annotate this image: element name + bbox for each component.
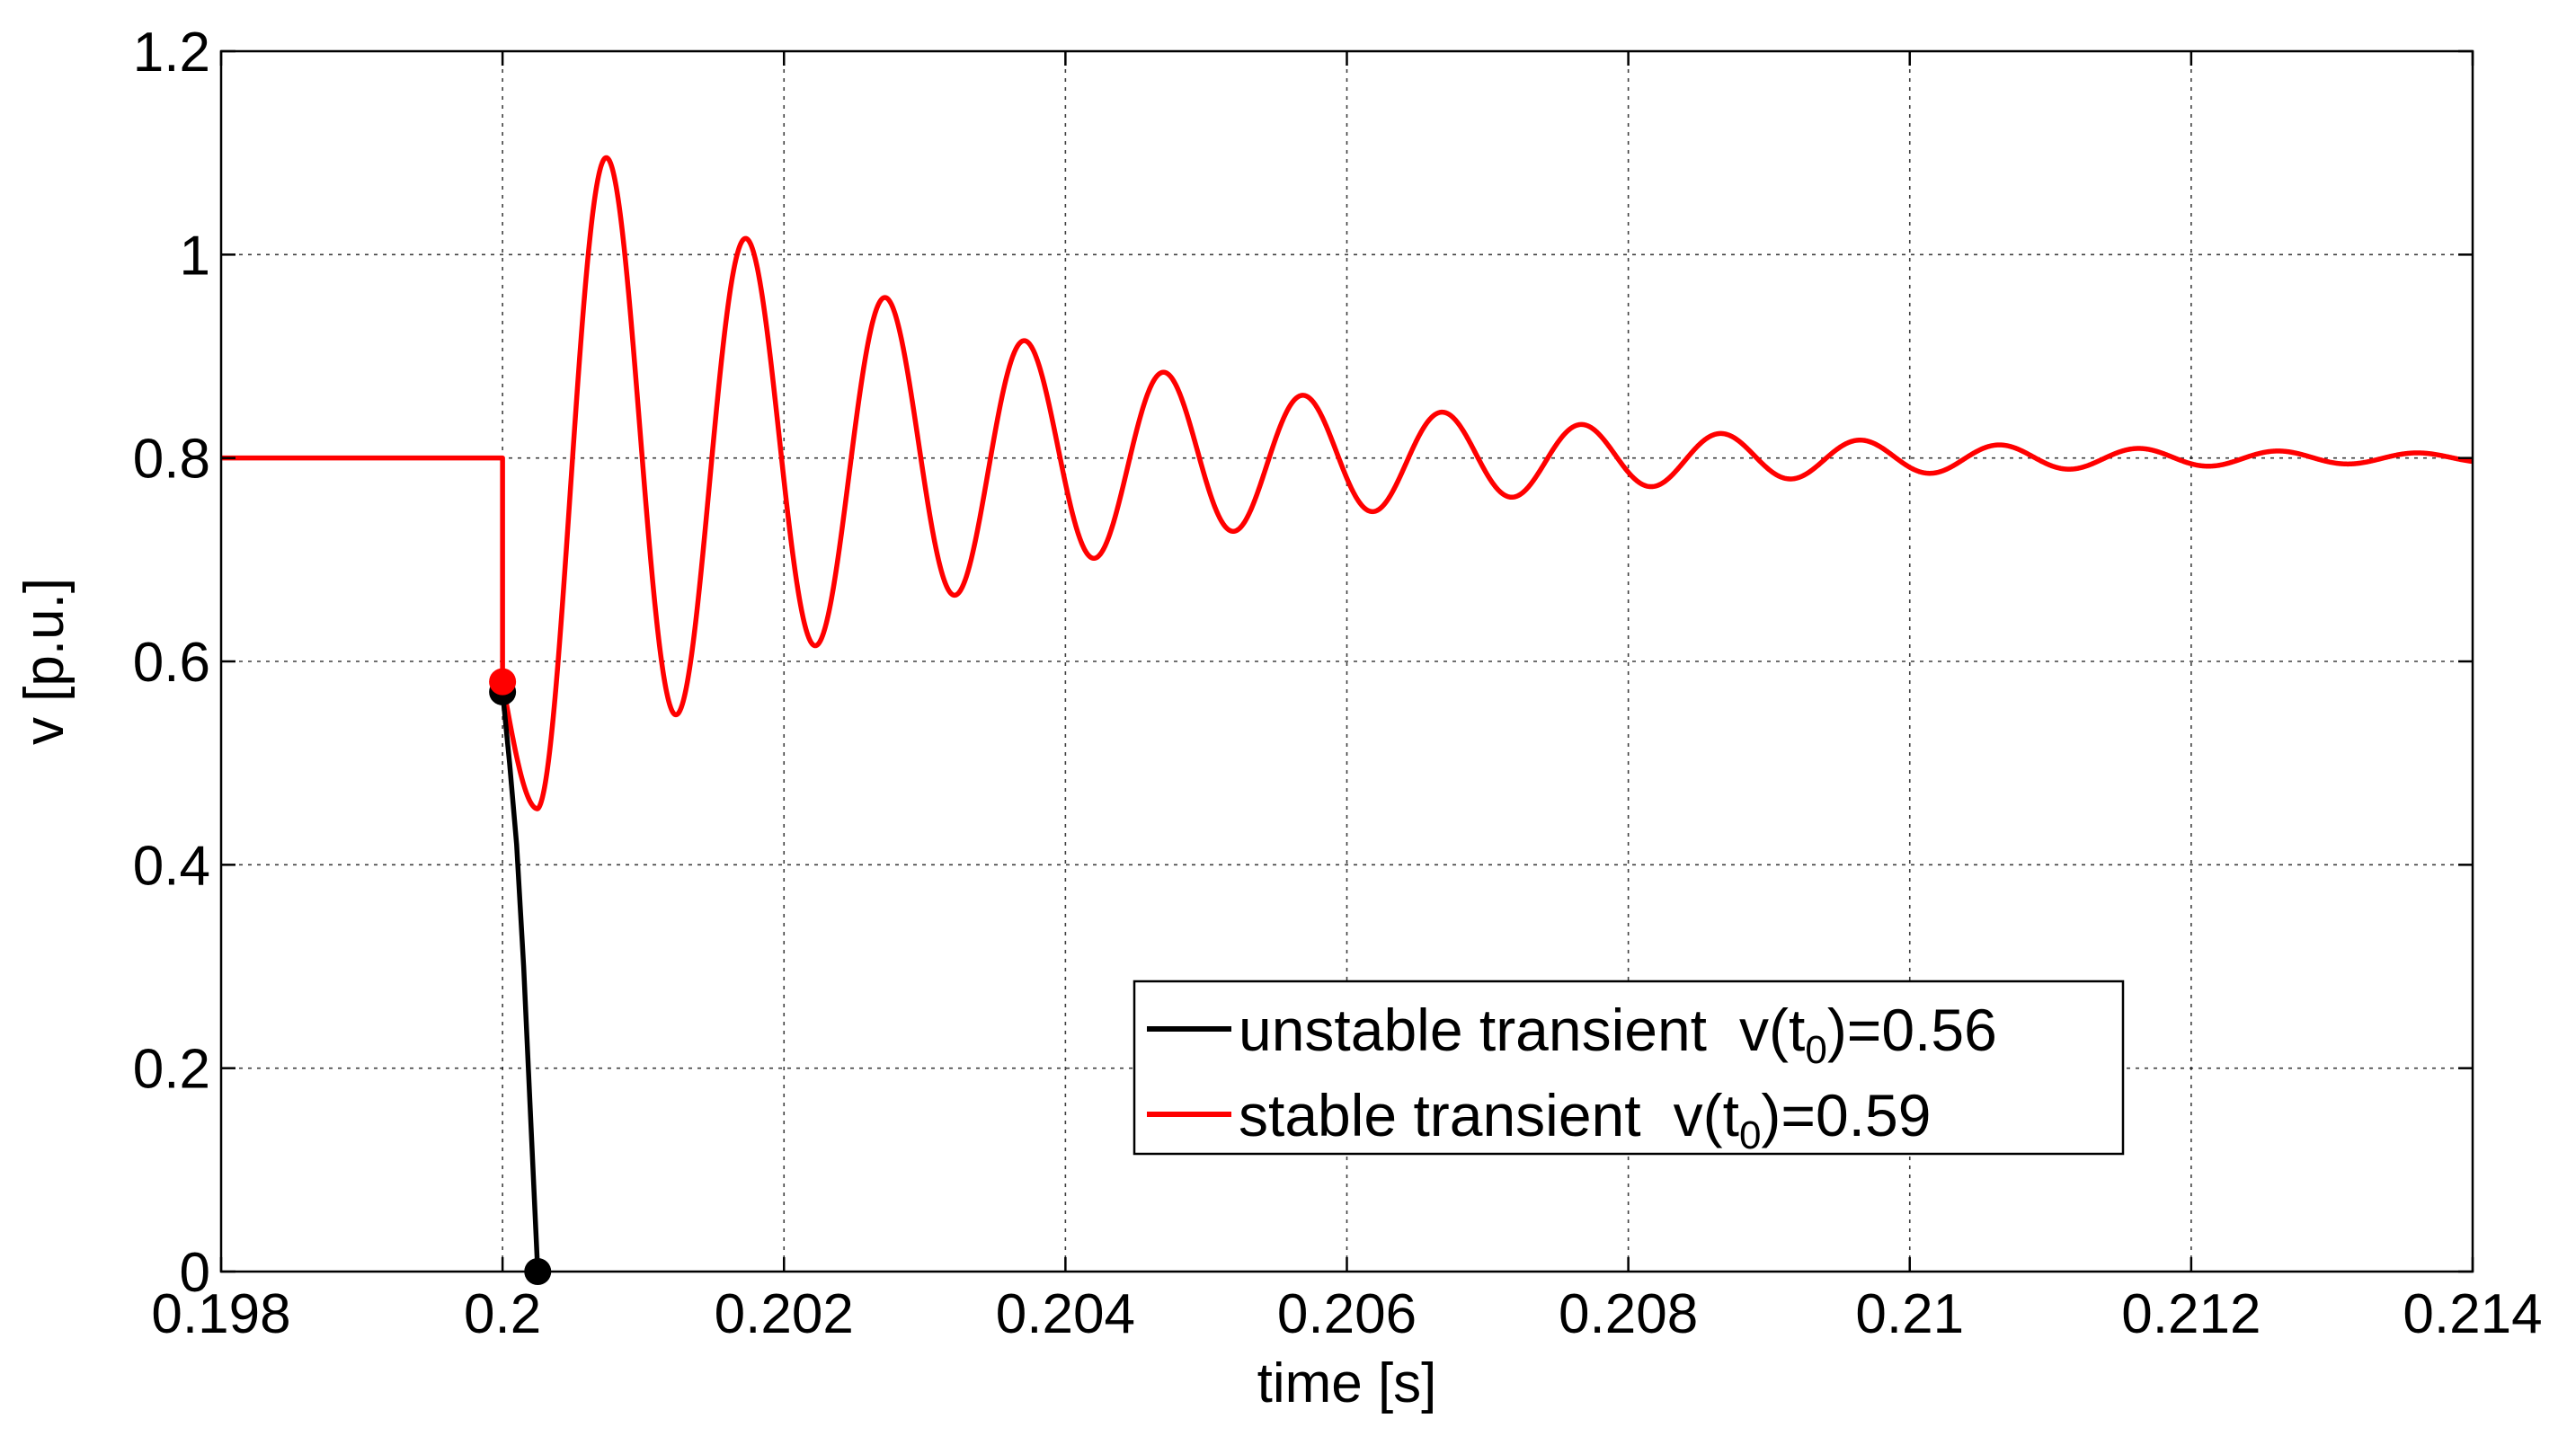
- x-tick-label: 0.202: [715, 1283, 854, 1345]
- x-tick-label: 0.2: [464, 1283, 541, 1345]
- legend-value-unstable: v(t: [1739, 997, 1805, 1063]
- series-line-unstable: [500, 691, 541, 1272]
- y-axis-label: v [p.u.]: [13, 578, 76, 745]
- x-tick-label: 0.21: [1855, 1283, 1964, 1345]
- legend-value-stable: v(t: [1674, 1082, 1739, 1148]
- y-tick-label: 0.4: [133, 835, 210, 897]
- legend-sub-stable: 0: [1739, 1113, 1761, 1157]
- series-line-stable: [221, 155, 2475, 811]
- tick-labels: 0.198 0.2 0.202 0.204 0.206 0.208 0.21 0.212 0.2…: [133, 22, 2543, 1345]
- y-tick-label: 1.2: [133, 22, 210, 84]
- series-layer: [221, 155, 2475, 1285]
- legend-suffix-unstable: )=0.56: [1827, 997, 1997, 1063]
- y-tick-label: 0: [180, 1242, 210, 1304]
- x-tick-label: 0.214: [2403, 1283, 2542, 1345]
- legend-name-stable: stable transient: [1239, 1082, 1641, 1148]
- y-tick-label: 0.2: [133, 1039, 210, 1101]
- legend: unstable transient v(t0)=0.56 stable tran…: [1133, 980, 2125, 1157]
- x-axis-label: time [s]: [1257, 1352, 1437, 1414]
- x-tick-label: 0.212: [2121, 1283, 2261, 1345]
- x-tick-label: 0.206: [1277, 1283, 1417, 1345]
- legend-entry-unstable: unstable transient v(t0)=0.56: [1239, 997, 1997, 1072]
- y-tick-label: 0.8: [133, 429, 210, 491]
- x-tick-label: 0.208: [1559, 1283, 1698, 1345]
- legend-box: [1133, 980, 2125, 1156]
- legend-sub-unstable: 0: [1805, 1028, 1826, 1072]
- legend-entry-stable: stable transient v(t0)=0.59: [1239, 1082, 1931, 1157]
- marker-stable: [489, 668, 517, 696]
- x-tick-label: 0.204: [996, 1283, 1135, 1345]
- legend-name-unstable: unstable transient: [1239, 997, 1707, 1063]
- y-tick-label: 0.6: [133, 632, 210, 694]
- legend-suffix-stable: )=0.59: [1761, 1082, 1931, 1148]
- y-tick-label: 1: [180, 225, 210, 287]
- x-tick-label: 0.198: [151, 1283, 290, 1345]
